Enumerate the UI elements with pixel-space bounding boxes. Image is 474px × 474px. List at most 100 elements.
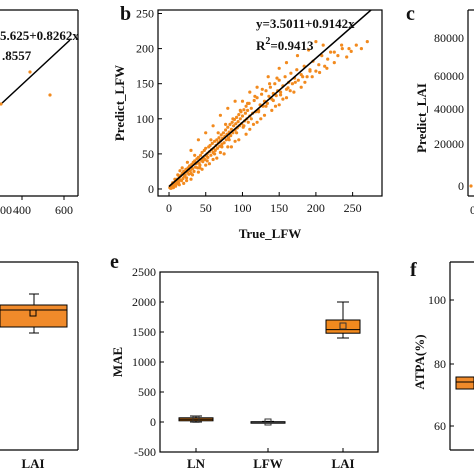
panel-b-point (354, 43, 358, 47)
panel-b-point (347, 47, 351, 51)
panel-b-equation: y=3.5011+0.9142x (256, 16, 355, 31)
panel-b-x-ticks: 0 50 100 150 200 250 (166, 192, 362, 215)
panel-b-point (310, 75, 314, 79)
panel-b-point (180, 166, 184, 170)
panel-b-point (295, 54, 300, 58)
panel-b-point (308, 69, 312, 73)
panel-b-point (231, 117, 235, 121)
panel-b-frame (157, 9, 383, 197)
panel-b-point (229, 145, 233, 149)
panel-e-y-ticks: -500 0 500 1000 1500 2000 2500 (132, 265, 164, 459)
panel-c: c 80000 60000 40000 20000 0 Predict_LAI … (406, 3, 474, 217)
panel-b-point (229, 127, 233, 131)
panel-e-ytick-label: 2500 (132, 265, 156, 279)
panel-b-point (237, 138, 241, 142)
panel-e-xtick-label: LAI (331, 456, 354, 471)
panel-b-point (249, 106, 253, 110)
panel-b-point (168, 186, 173, 190)
panel-b-point (185, 176, 189, 180)
panel-b-point (249, 117, 253, 121)
panel-b-point (208, 143, 212, 148)
panel-e-ytick-label: 500 (138, 385, 156, 399)
panel-b-ytick-label: 150 (136, 77, 154, 91)
panel-b-point (340, 43, 344, 47)
panel-b-point (301, 75, 305, 79)
panel-b-point (288, 89, 292, 93)
panel-b-point (201, 160, 205, 164)
panel-b-point (293, 80, 297, 84)
panel-b-point (323, 64, 327, 68)
panel-b-point (218, 113, 222, 117)
panel-b-point (218, 150, 222, 155)
panel-b-point (185, 179, 189, 183)
panel-f-ylabel: ATPA(%) (412, 334, 427, 389)
panel-b-r2: R2=0.9413 (256, 36, 314, 53)
panel-e-x-ticks: LN LFW LAI (187, 448, 355, 471)
panel-b-point (290, 82, 294, 86)
panel-b-point (213, 148, 217, 152)
panel-b-point (210, 141, 214, 145)
panel-b-point (246, 101, 250, 105)
panel-b-ytick-label: 250 (136, 7, 154, 21)
panel-e: e -500 0 500 1000 1500 2000 2500 LN LFW LAI MAE (110, 251, 379, 471)
panel-b-point (216, 131, 220, 135)
panel-b-point (177, 183, 181, 187)
panel-b-point (204, 146, 208, 150)
panel-b-xlabel: True_LFW (239, 226, 302, 241)
panel-b-point (325, 66, 329, 70)
panel-b-point (292, 90, 296, 94)
panel-b-point (174, 184, 178, 188)
panel-c-letter: c (406, 3, 415, 25)
panel-b-point (253, 94, 257, 98)
panel-d-mean (29, 309, 37, 317)
panel-b-point (209, 138, 213, 142)
panel-b-point (196, 170, 200, 174)
panel-b-point (211, 124, 215, 128)
panel-b-point (199, 153, 203, 157)
panel-b: b 0 50 100 150 200 250 0 50 100 150 200 250 y=3.50… (112, 3, 383, 241)
panel-b-point (243, 111, 247, 115)
panel-b-point (262, 113, 267, 117)
panel-b-point (215, 146, 220, 150)
panel-b-point (264, 104, 268, 108)
panel-b-point (267, 94, 271, 98)
panel-e-mean-marker (264, 418, 272, 426)
panel-b-point (320, 54, 324, 58)
panel-b-point (281, 97, 285, 101)
panel-b-point (277, 66, 281, 70)
panel-b-ytick-label: 50 (142, 147, 154, 161)
panel-b-point (189, 177, 193, 181)
panel-b-point (307, 48, 311, 52)
panel-c-xtick-partial: 0 (470, 203, 474, 217)
panel-b-r2-suffix: =0.9413 (270, 38, 314, 53)
panel-a-xtick: 600 (55, 203, 73, 217)
panel-b-point (257, 110, 261, 114)
panel-a-point (0, 102, 3, 106)
panel-b-point (279, 90, 283, 94)
panel-b-point (255, 85, 259, 89)
panel-b-point (259, 117, 263, 121)
panel-b-point (219, 133, 223, 137)
panel-b-point (217, 136, 221, 140)
panel-b-point (271, 98, 275, 103)
panel-b-xtick-label: 250 (344, 201, 362, 215)
panel-a-point (28, 70, 32, 74)
panel-b-point (303, 80, 307, 84)
panel-b-point (193, 159, 197, 163)
panel-b-point (295, 68, 299, 72)
panel-b-fit-line (168, 9, 372, 188)
panel-f-box (455, 376, 474, 390)
panel-c-ytick: 60000 (434, 69, 464, 83)
panel-b-point (198, 166, 202, 170)
panel-b-point (266, 75, 270, 79)
panel-b-point (268, 85, 272, 89)
panel-b-point (220, 145, 224, 149)
panel-f-ytick: 80 (434, 357, 446, 371)
panel-d: LAI (0, 261, 79, 471)
panel-b-point (296, 78, 300, 82)
panel-b-point (275, 76, 279, 80)
panel-b-letter: b (120, 3, 131, 25)
panel-e-mean-marker (339, 322, 347, 330)
panel-b-point (226, 106, 230, 110)
panel-b-point (240, 99, 245, 103)
